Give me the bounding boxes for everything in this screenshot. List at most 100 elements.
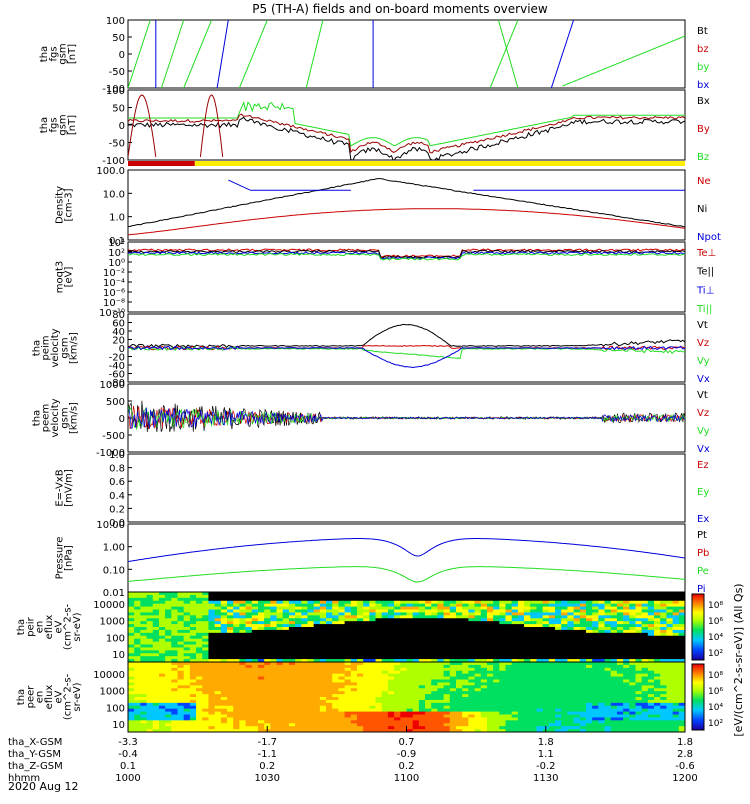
footer-row-label: tha_Y-GSM bbox=[8, 749, 61, 760]
legend-by: by bbox=[697, 62, 709, 73]
footer-value: 1.8 bbox=[538, 737, 554, 748]
y-tick-label: 0 bbox=[119, 50, 125, 61]
y-tick-label: 10⁴ bbox=[108, 238, 125, 249]
y-tick-label: -60 bbox=[109, 370, 125, 381]
panel-traces bbox=[128, 538, 685, 583]
ylabel-line: fgs bbox=[48, 117, 59, 132]
ylabel-line: gsm bbox=[58, 114, 69, 135]
y-tick-label: -100 bbox=[102, 84, 125, 95]
ylabel-line: (cm^2-s- bbox=[63, 673, 74, 720]
y-tick-label: 0.10 bbox=[103, 565, 125, 576]
panel-traces bbox=[128, 248, 685, 261]
footer-row-label: tha_X-GSM bbox=[8, 737, 62, 748]
colorbar-tick: 10⁸ bbox=[708, 601, 723, 611]
ylabel-line: en bbox=[35, 691, 46, 704]
legend-Ne: Ne bbox=[697, 176, 711, 187]
y-tick-label: 10 bbox=[112, 720, 125, 731]
legend-Te⊥: Te⊥ bbox=[696, 248, 716, 259]
colorbar-tick: 10⁴ bbox=[708, 703, 723, 713]
footer-value: -1.7 bbox=[257, 737, 277, 748]
ylabel-line: peim bbox=[41, 335, 52, 360]
colorbar-tick: 10² bbox=[708, 649, 723, 659]
ylabel-line: Density bbox=[54, 186, 65, 224]
ylabel-line: sr-eV) bbox=[72, 612, 83, 641]
ylabel-line: tha bbox=[16, 619, 27, 635]
ylabel-line: [nPa] bbox=[64, 545, 75, 571]
y-tick-label: 80 bbox=[112, 310, 125, 321]
ylabel-line: [km/s] bbox=[69, 402, 80, 434]
ylabel-line: en bbox=[35, 621, 46, 634]
ylabel-line: tha bbox=[16, 689, 27, 705]
colorbar-label: [eV/(cm^2-s-sr-eV)] (All Qs) bbox=[732, 583, 745, 736]
legend-Vz: Vz bbox=[697, 408, 709, 419]
panel-traces bbox=[128, 400, 685, 433]
y-tick-label: -50 bbox=[109, 67, 125, 78]
legend-Ti⊥: Ti⊥ bbox=[696, 285, 714, 296]
y-tick-label: 0 bbox=[119, 344, 125, 355]
panel-density: Density[cm-3] 100.0 10.0 1.0 0.1 Ne Ni Npot bbox=[54, 161, 721, 247]
colorbar bbox=[691, 593, 705, 661]
ylabel-line: fgs bbox=[48, 46, 59, 61]
footer-value: 1000 bbox=[115, 773, 140, 784]
y-tick-label: 0.4 bbox=[109, 491, 125, 502]
legend-Vz: Vz bbox=[697, 338, 709, 349]
colorbar-tick: 10⁶ bbox=[708, 687, 723, 697]
ylabel-line: eflux bbox=[44, 615, 55, 640]
legend-Pe: Pe bbox=[697, 566, 709, 577]
panel-traces bbox=[128, 94, 685, 160]
y-tick-label: 1000 bbox=[100, 687, 125, 698]
legend-Bt: Bt bbox=[697, 26, 708, 37]
ylabel-line: eV bbox=[53, 690, 64, 703]
legend-Vx: Vx bbox=[697, 374, 710, 385]
y-tick-label: 10⁻⁸ bbox=[103, 298, 125, 309]
panel-pressure: Pressure[nPa] 10.00 1.00 0.10 0.01 Pt Pb Pe Pi bbox=[54, 520, 709, 599]
footer-value: -0.6 bbox=[675, 761, 695, 772]
colorbar-tick: 10⁴ bbox=[708, 633, 723, 643]
y-tick-label: -80 bbox=[109, 378, 125, 389]
ylabel-line: velocity bbox=[50, 398, 61, 437]
ylabel-line: Pressure bbox=[54, 537, 65, 580]
footer-value: 1200 bbox=[672, 773, 697, 784]
y-tick-label: 100 bbox=[106, 16, 125, 27]
panel-frame bbox=[127, 169, 686, 241]
panel-frame bbox=[127, 453, 686, 523]
y-tick-label: 1.0 bbox=[109, 213, 125, 224]
y-tick-label: -20 bbox=[109, 353, 125, 364]
colorbar bbox=[691, 663, 705, 731]
ylabel-line: gsm bbox=[58, 43, 69, 64]
y-tick-label: 0.2 bbox=[109, 504, 125, 515]
legend-Npot: Npot bbox=[697, 232, 721, 243]
ylabel-line: [nT] bbox=[67, 115, 78, 135]
legend-bz: bz bbox=[697, 44, 709, 55]
plot-title: P5 (TH-A) fields and on-board moments ov… bbox=[252, 2, 548, 16]
panel-ion-velocity: thapeimvelocitygsm[km/s]806040200-20-40-… bbox=[31, 310, 710, 389]
y-tick-label: 10⁻⁶ bbox=[103, 288, 125, 299]
colorbar-tick: 10⁸ bbox=[708, 671, 723, 681]
panel-traces bbox=[128, 178, 685, 236]
footer-value: 0.2 bbox=[259, 761, 275, 772]
ylabel-line: velocity bbox=[50, 328, 61, 367]
y-tick-label: -1000 bbox=[96, 448, 125, 459]
legend-Ni: Ni bbox=[697, 204, 707, 215]
legend-Bz: Bz bbox=[697, 152, 709, 163]
y-tick-label: 10.0 bbox=[103, 189, 125, 200]
panel-frame bbox=[127, 523, 686, 593]
y-tick-label: 100.0 bbox=[96, 166, 125, 177]
y-tick-label: 0 bbox=[119, 414, 125, 425]
footer-value: -3.3 bbox=[118, 737, 138, 748]
mode-bar-slow bbox=[128, 161, 195, 166]
legend-Ez: Ez bbox=[697, 460, 709, 471]
ylabel-line: sr-eV) bbox=[72, 682, 83, 711]
legend-Vt: Vt bbox=[697, 320, 708, 331]
y-tick-label: 0.6 bbox=[109, 477, 125, 488]
ylabel-line: [eV] bbox=[64, 267, 75, 288]
footer-value: -0.4 bbox=[118, 749, 138, 760]
y-tick-label: 0 bbox=[119, 121, 125, 132]
legend-Ey: Ey bbox=[697, 487, 709, 498]
footer-value: 1030 bbox=[255, 773, 280, 784]
y-tick-label: 20 bbox=[112, 336, 125, 347]
